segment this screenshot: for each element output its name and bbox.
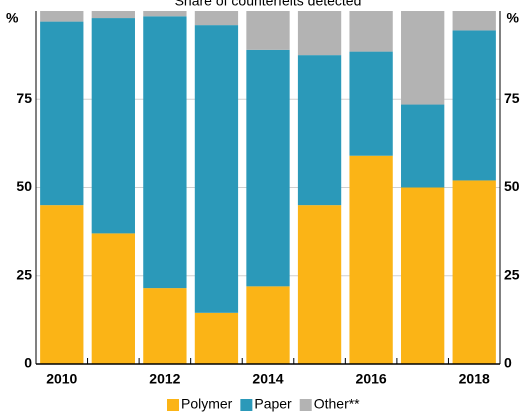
y-tick-label: 25 — [16, 266, 32, 282]
y2-tick-label: 0 — [504, 355, 512, 371]
bar-segment — [349, 51, 393, 156]
x-tick-label: 2010 — [46, 371, 77, 387]
y2-tick-label: 25 — [504, 266, 520, 282]
bar-segment — [91, 233, 135, 364]
bar-segment — [401, 11, 445, 105]
legend-label: Paper — [254, 396, 292, 412]
bar-segment — [401, 187, 445, 364]
chart-title: Share of counterfeits detected — [175, 0, 362, 9]
bar-segment — [143, 288, 187, 364]
x-tick-label: 2012 — [149, 371, 180, 387]
y-tick-label: 75 — [16, 90, 32, 106]
bar-segment — [246, 49, 290, 287]
bar-segment — [349, 155, 393, 364]
bar-segment — [401, 104, 445, 188]
y2-tick-label: 50 — [504, 178, 520, 194]
bar-segment — [40, 21, 84, 206]
y-unit: % — [6, 10, 19, 26]
bar-segment — [246, 286, 290, 364]
legend-swatch — [299, 399, 312, 411]
bar-segment — [91, 11, 135, 19]
x-tick-label: 2014 — [252, 371, 283, 387]
legend-label: Other** — [314, 396, 360, 412]
bar-segment — [297, 55, 342, 206]
bar-segment — [349, 11, 393, 52]
bar-segment — [297, 11, 342, 56]
y-tick-label: 0 — [24, 355, 32, 371]
y2-tick-label: 75 — [504, 90, 520, 106]
bar-segment — [143, 11, 187, 17]
y-tick-label: 50 — [16, 178, 32, 194]
bar-segment — [452, 30, 496, 181]
bar-segment — [194, 312, 239, 364]
bar-segment — [40, 205, 84, 364]
legend-swatch — [167, 399, 179, 411]
bar-segment — [40, 11, 84, 22]
x-tick-label: 2018 — [459, 371, 490, 387]
bar-segment — [452, 11, 496, 31]
bar-segment — [452, 180, 496, 364]
bar-segment — [143, 16, 187, 289]
bar-segment — [194, 25, 239, 313]
legend-swatch — [240, 399, 253, 411]
bar-segment — [297, 205, 342, 364]
legend-label: Polymer — [181, 396, 233, 412]
bar-segment — [246, 11, 290, 50]
x-tick-label: 2016 — [356, 371, 387, 387]
y2-unit: % — [507, 10, 520, 26]
bar-segment — [91, 18, 135, 234]
bar-segment — [194, 11, 239, 26]
